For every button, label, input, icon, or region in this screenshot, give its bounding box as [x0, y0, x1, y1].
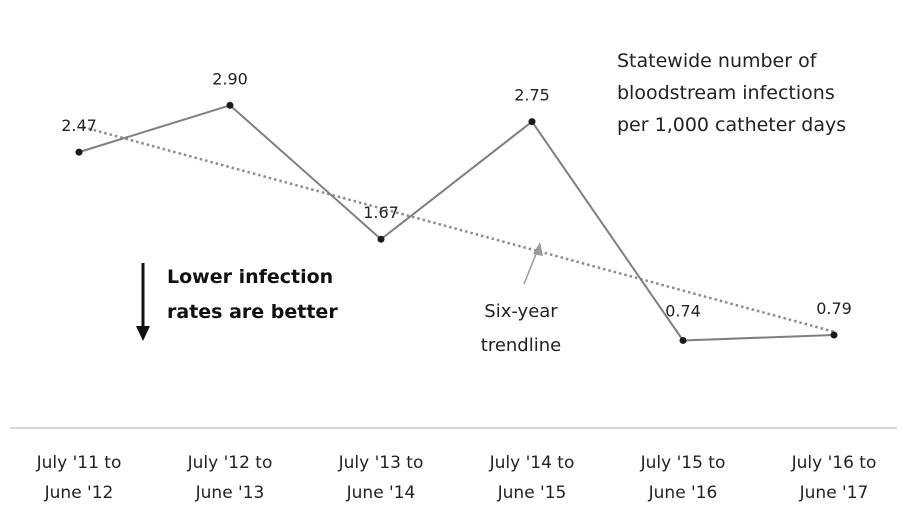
- data-point: [679, 336, 687, 344]
- category-label: July '11 to: [36, 453, 122, 473]
- category-label: June '15: [497, 483, 567, 503]
- series-layer: [75, 101, 838, 344]
- category-label: July '14 to: [489, 453, 575, 473]
- category-label: June '14: [346, 483, 416, 503]
- data-label: 2.47: [61, 116, 97, 135]
- data-label: 0.79: [816, 299, 852, 318]
- trendline-label-line-2: trendline: [481, 335, 561, 356]
- data-point: [377, 235, 385, 243]
- title-line-1: Statewide number of: [617, 50, 818, 72]
- data-label: 0.74: [665, 301, 701, 320]
- trendline-pointer-arrowhead: [533, 242, 543, 256]
- note-line-1: Lower infection: [167, 266, 333, 288]
- category-label: June '17: [799, 483, 869, 503]
- trendline-label-line-1: Six-year: [484, 301, 558, 322]
- trendline-pointer: [523, 248, 539, 285]
- note-line-2: rates are better: [167, 301, 338, 323]
- title-line-2: bloodstream infections: [617, 82, 835, 104]
- category-label: July '15 to: [640, 453, 726, 473]
- title-line-3: per 1,000 catheter days: [617, 114, 846, 136]
- category-label: June '13: [195, 483, 265, 503]
- better-direction-note: Lower infection rates are better: [136, 263, 338, 341]
- trendline-callout: Six-year trendline: [481, 242, 561, 356]
- category-label: July '16 to: [791, 453, 877, 473]
- category-axis: July '11 to June '12 July '12 to June '13 Ju…: [36, 453, 877, 503]
- category-label: July '13 to: [338, 453, 424, 473]
- category-label: July '12 to: [187, 453, 273, 473]
- category-label: June '16: [648, 483, 718, 503]
- chart-title: Statewide number of bloodstream infectio…: [617, 50, 846, 136]
- data-point: [75, 148, 83, 156]
- data-point: [528, 118, 536, 126]
- data-point: [226, 101, 234, 109]
- data-label: 2.90: [212, 69, 248, 88]
- data-point: [830, 331, 838, 339]
- data-label: 1.67: [363, 203, 399, 222]
- down-arrow-icon: [136, 326, 150, 341]
- data-label: 2.75: [514, 86, 550, 105]
- category-label: June '12: [44, 483, 114, 503]
- data-label-layer: 2.47 2.90 1.67 2.75 0.74 0.79: [61, 69, 852, 320]
- series-line: [78, 104, 835, 342]
